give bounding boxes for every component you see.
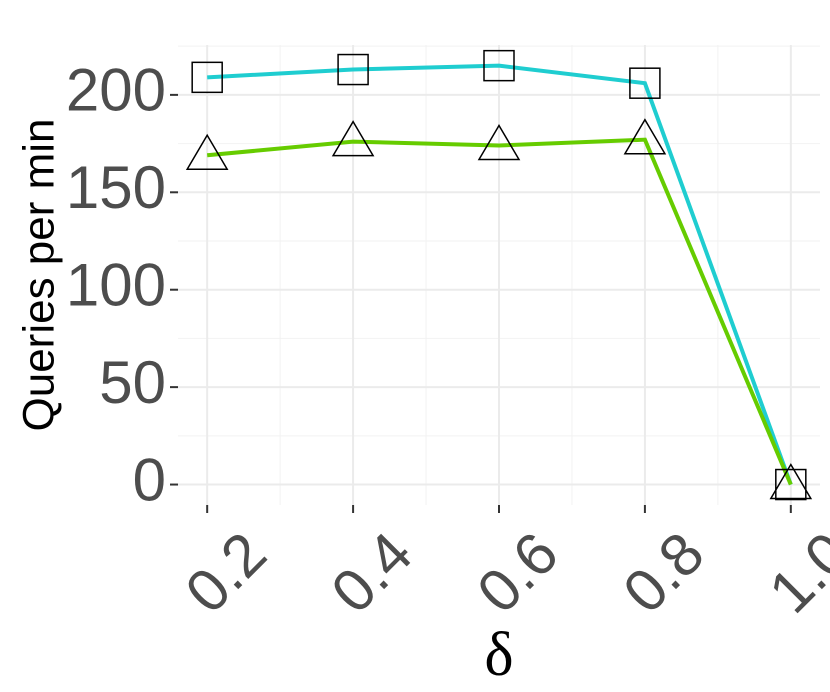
square-marker	[337, 53, 369, 86]
triangle-marker	[477, 124, 521, 161]
y-tick-label: 200	[66, 57, 166, 124]
x-tick-label: 0.8	[610, 519, 716, 625]
x-tick-label: 0.4	[318, 519, 424, 625]
square-marker	[775, 468, 807, 501]
triangle-marker	[331, 120, 375, 157]
square-marker	[629, 67, 661, 99]
triangle-marker	[185, 133, 229, 171]
x-tick-label: 1.0	[756, 519, 830, 625]
square-marker	[483, 49, 515, 82]
square-marker	[191, 61, 223, 94]
triangle-marker	[623, 118, 667, 155]
y-axis-title: Queries per min	[15, 118, 64, 431]
x-tick-label: 0.6	[464, 519, 570, 625]
y-tick-label: 50	[99, 349, 166, 416]
x-tick-label: 0.2	[173, 519, 279, 625]
line	[206, 137, 793, 486]
y-tick-label: 100	[66, 252, 166, 319]
triangle-marker	[769, 463, 813, 500]
line	[207, 63, 793, 486]
y-tick-label: 0	[133, 446, 166, 513]
y-tick-label: 150	[66, 154, 166, 221]
x-axis-title: δ	[484, 621, 513, 689]
